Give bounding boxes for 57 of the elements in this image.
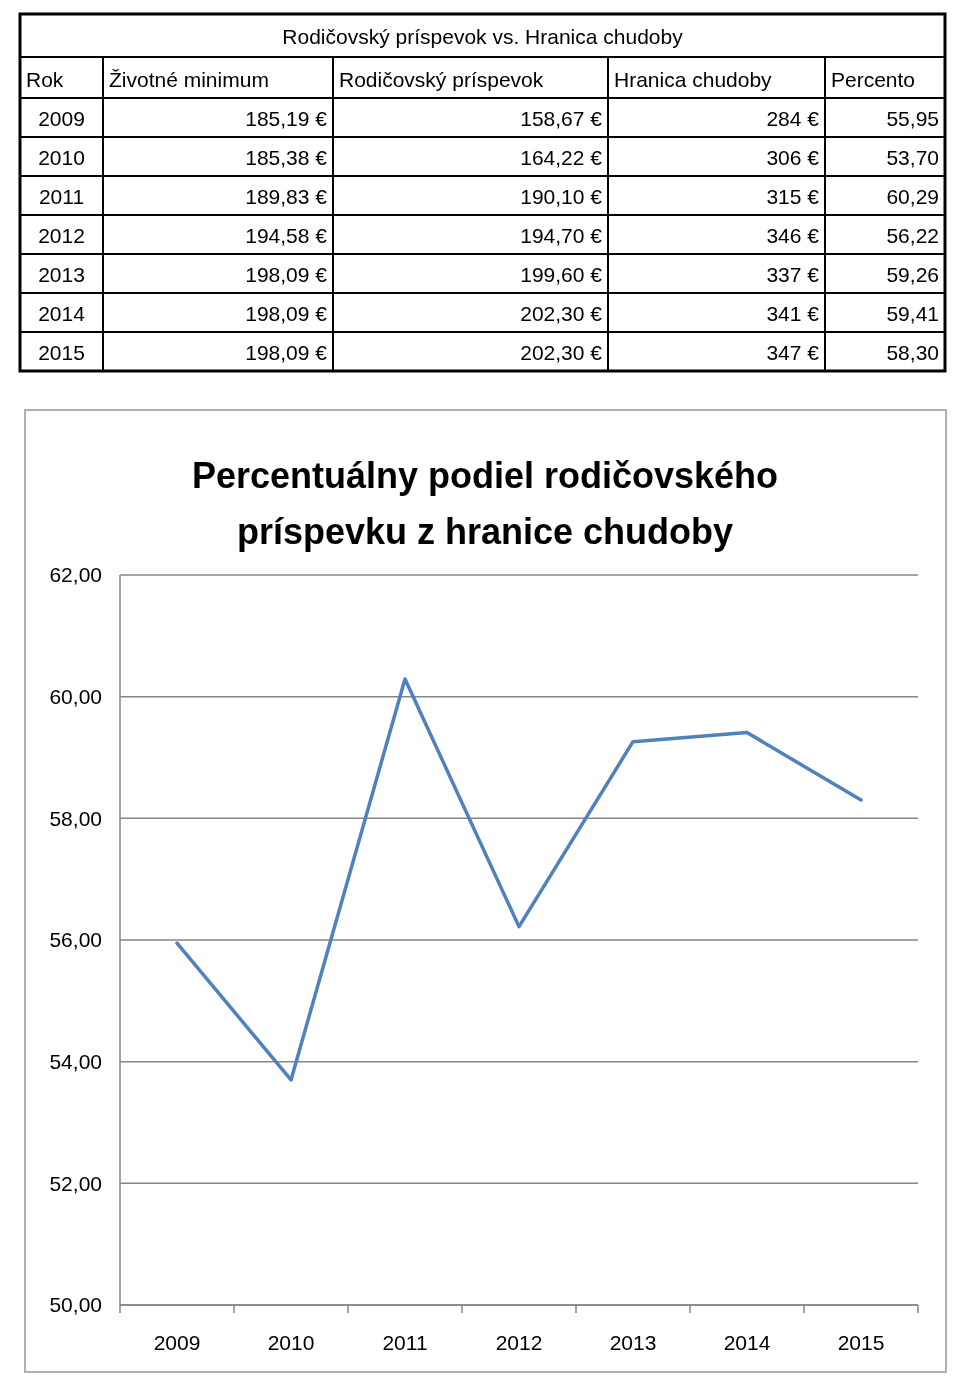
text: 284 € <box>766 107 820 130</box>
text: 59,26 <box>886 263 939 286</box>
text: Percento <box>831 68 916 91</box>
text: 53,70 <box>886 146 939 169</box>
category-label: 2015 <box>38 341 85 364</box>
text: 202,30 € <box>520 341 603 364</box>
x-tick-label: 2011 <box>382 1331 428 1354</box>
text: 158,67 € <box>520 107 603 130</box>
y-tick-label: 52,00 <box>49 1171 102 1195</box>
text: 306 € <box>766 146 820 169</box>
y-tick-label: 56,00 <box>49 928 102 952</box>
text: 56,22 <box>886 224 939 247</box>
text: 59,41 <box>886 302 939 325</box>
x-tick-label: 2012 <box>495 1331 543 1354</box>
text: 185,19 € <box>245 107 328 130</box>
category-label: 2009 <box>38 107 85 130</box>
text: 346 € <box>766 224 820 247</box>
y-tick-label: 58,00 <box>49 806 102 830</box>
text: 198,09 € <box>245 302 328 325</box>
text: 194,70 € <box>520 224 603 247</box>
y-tick-label: 50,00 <box>49 1293 102 1317</box>
category-label: 2013 <box>38 263 85 286</box>
y-tick-label: 54,00 <box>49 1050 102 1074</box>
text: 58,30 <box>886 341 939 364</box>
category-label: 2010 <box>38 146 85 169</box>
text: 164,22 € <box>520 146 603 169</box>
text: 55,95 <box>886 107 939 130</box>
text: Rodičovský príspevok vs. Hranica chudoby <box>282 25 684 48</box>
text: Životné minimum <box>109 68 269 91</box>
text: 202,30 € <box>520 302 603 325</box>
text: 194,58 € <box>245 224 328 247</box>
category-label: 2011 <box>38 185 85 208</box>
text: Rodičovský príspevok <box>339 68 544 91</box>
text: 185,38 € <box>245 146 328 169</box>
line-series <box>175 677 863 1082</box>
x-tick-label: 2010 <box>267 1331 315 1354</box>
x-tick-label: 2013 <box>609 1331 657 1354</box>
y-tick-label: 60,00 <box>49 685 102 709</box>
text: Rok <box>26 68 64 91</box>
text: 341 € <box>766 302 820 325</box>
chart-title: Percentuálny podiel rodičovského príspevku z hranice chudoby <box>191 455 779 552</box>
text: 337 € <box>766 263 820 286</box>
x-tick-label: 2009 <box>153 1331 201 1354</box>
text: 198,09 € <box>245 263 328 286</box>
category-label: 2014 <box>38 302 85 325</box>
x-tick-label: 2015 <box>837 1331 885 1354</box>
category-label: 2012 <box>38 224 85 247</box>
x-tick-label: 2014 <box>723 1331 771 1354</box>
text: 198,09 € <box>245 341 328 364</box>
text: 199,60 € <box>520 263 603 286</box>
text: 190,10 € <box>520 185 603 208</box>
text: 315 € <box>766 185 820 208</box>
text: 60,29 <box>886 185 939 208</box>
text: Hranica chudoby <box>614 68 773 91</box>
text: 189,83 € <box>245 185 328 208</box>
y-tick-label: 62,00 <box>49 563 102 587</box>
text: 347 € <box>766 341 820 364</box>
